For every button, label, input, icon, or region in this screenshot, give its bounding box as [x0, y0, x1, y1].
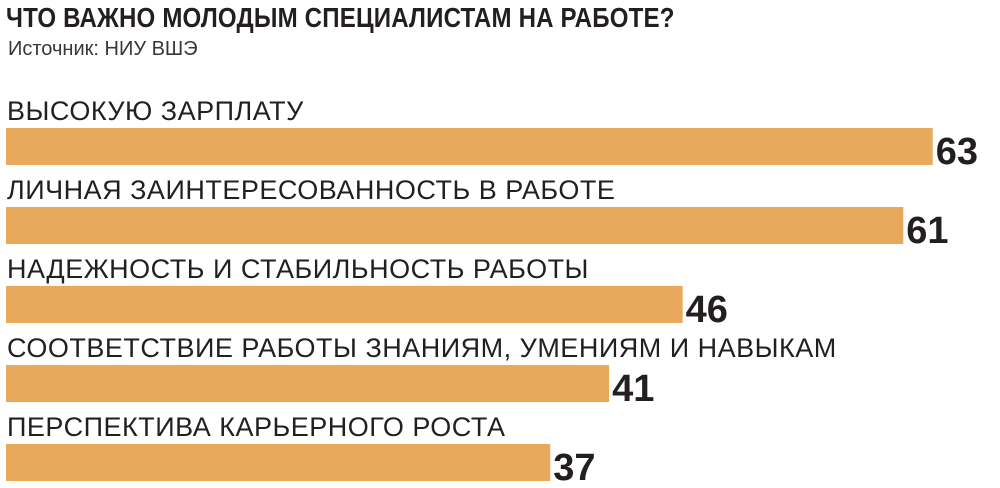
- bar: [6, 286, 683, 323]
- chart-source: Источник: НИУ ВШЭ: [8, 38, 198, 60]
- bar: [6, 207, 904, 244]
- bar-row: ВЫСОКУЮ ЗАРПЛАТУ 63: [6, 96, 978, 173]
- bar-row: СООТВЕТСТВИЕ РАБОТЫ ЗНАНИЯМ, УМЕНИЯМ И Н…: [6, 333, 837, 410]
- category-label: НАДЕЖНОСТЬ И СТАБИЛЬНОСТЬ РАБОТЫ: [7, 254, 589, 284]
- bar-row: ПЕРСПЕКТИВА КАРЬЕРНОГО РОСТА 37: [6, 412, 596, 488]
- bar: [6, 128, 933, 165]
- value-label: 46: [686, 289, 728, 331]
- category-label: СООТВЕТСТВИЕ РАБОТЫ ЗНАНИЯМ, УМЕНИЯМ И Н…: [7, 333, 837, 363]
- category-label: ЛИЧНАЯ ЗАИНТЕРЕСОВАННОСТЬ В РАБОТЕ: [7, 175, 615, 205]
- value-label: 63: [936, 131, 978, 173]
- value-label: 41: [612, 368, 654, 410]
- bar-row: ЛИЧНАЯ ЗАИНТЕРЕСОВАННОСТЬ В РАБОТЕ 61: [6, 175, 949, 252]
- value-label: 37: [553, 447, 595, 488]
- category-label: ВЫСОКУЮ ЗАРПЛАТУ: [7, 96, 304, 126]
- bar: [6, 365, 610, 402]
- bar-row: НАДЕЖНОСТЬ И СТАБИЛЬНОСТЬ РАБОТЫ 46: [6, 254, 728, 331]
- chart-title: ЧТО ВАЖНО МОЛОДЫМ СПЕЦИАЛИСТАМ НА РАБОТЕ…: [6, 2, 675, 33]
- bar: [6, 444, 551, 481]
- value-label: 61: [906, 210, 948, 252]
- category-label: ПЕРСПЕКТИВА КАРЬЕРНОГО РОСТА: [7, 412, 506, 442]
